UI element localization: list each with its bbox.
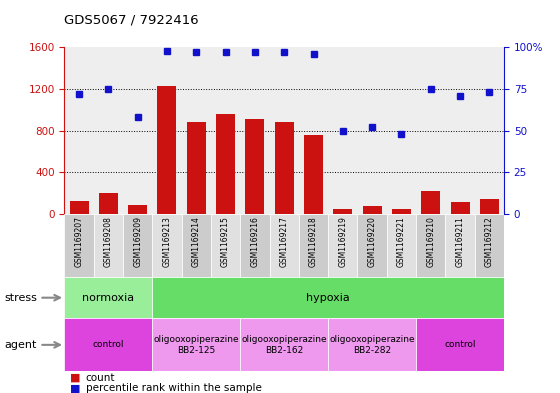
Bar [186, 122, 206, 214]
Bar [181, 214, 211, 277]
Text: percentile rank within the sample: percentile rank within the sample [86, 383, 262, 393]
Text: GSM1169221: GSM1169221 [397, 216, 406, 267]
Bar [152, 277, 504, 318]
Bar [152, 214, 181, 277]
Bar [416, 318, 504, 371]
Text: ■: ■ [70, 373, 81, 383]
Bar [328, 214, 357, 277]
Text: GSM1169209: GSM1169209 [133, 216, 142, 267]
Text: control: control [444, 340, 476, 349]
Text: GSM1169211: GSM1169211 [455, 216, 465, 267]
Bar [64, 318, 152, 371]
Bar [299, 214, 328, 277]
Text: agent: agent [4, 340, 37, 350]
Text: ■: ■ [70, 383, 81, 393]
Bar [450, 202, 470, 214]
Bar [99, 193, 118, 214]
Bar [475, 214, 504, 277]
Text: GSM1169218: GSM1169218 [309, 216, 318, 267]
Bar [69, 200, 88, 214]
Text: stress: stress [4, 293, 38, 303]
Text: GSM1169207: GSM1169207 [74, 216, 83, 267]
Text: GDS5067 / 7922416: GDS5067 / 7922416 [64, 14, 199, 27]
Text: normoxia: normoxia [82, 293, 134, 303]
Bar [445, 214, 475, 277]
Bar [216, 114, 235, 214]
Bar [123, 214, 152, 277]
Bar [128, 205, 147, 214]
Text: control: control [92, 340, 124, 349]
Bar [240, 318, 328, 371]
Text: hypoxia: hypoxia [306, 293, 350, 303]
Text: GSM1169210: GSM1169210 [426, 216, 435, 267]
Bar [245, 119, 264, 214]
Text: GSM1169220: GSM1169220 [367, 216, 377, 267]
Text: GSM1169216: GSM1169216 [250, 216, 259, 267]
Text: oligooxopiperazine
BB2-125: oligooxopiperazine BB2-125 [153, 335, 239, 354]
Bar [211, 214, 240, 277]
Bar [333, 209, 352, 214]
Bar [304, 135, 323, 214]
Bar [357, 214, 387, 277]
Bar [421, 191, 440, 214]
Bar [240, 214, 269, 277]
Text: count: count [86, 373, 115, 383]
Bar [152, 318, 240, 371]
Text: GSM1169213: GSM1169213 [162, 216, 171, 267]
Bar [328, 318, 416, 371]
Bar [64, 277, 152, 318]
Text: oligooxopiperazine
BB2-282: oligooxopiperazine BB2-282 [329, 335, 415, 354]
Bar [157, 86, 176, 214]
Bar [480, 198, 499, 214]
Bar [387, 214, 416, 277]
Bar [94, 214, 123, 277]
Text: GSM1169212: GSM1169212 [485, 216, 494, 267]
Bar [392, 209, 411, 214]
Text: GSM1169214: GSM1169214 [192, 216, 201, 267]
Text: oligooxopiperazine
BB2-162: oligooxopiperazine BB2-162 [241, 335, 327, 354]
Text: GSM1169219: GSM1169219 [338, 216, 347, 267]
Bar [269, 214, 299, 277]
Bar [416, 214, 445, 277]
Bar [64, 214, 94, 277]
Bar [274, 122, 294, 214]
Text: GSM1169217: GSM1169217 [279, 216, 289, 267]
Text: GSM1169208: GSM1169208 [104, 216, 113, 267]
Bar [362, 206, 382, 214]
Text: GSM1169215: GSM1169215 [221, 216, 230, 267]
